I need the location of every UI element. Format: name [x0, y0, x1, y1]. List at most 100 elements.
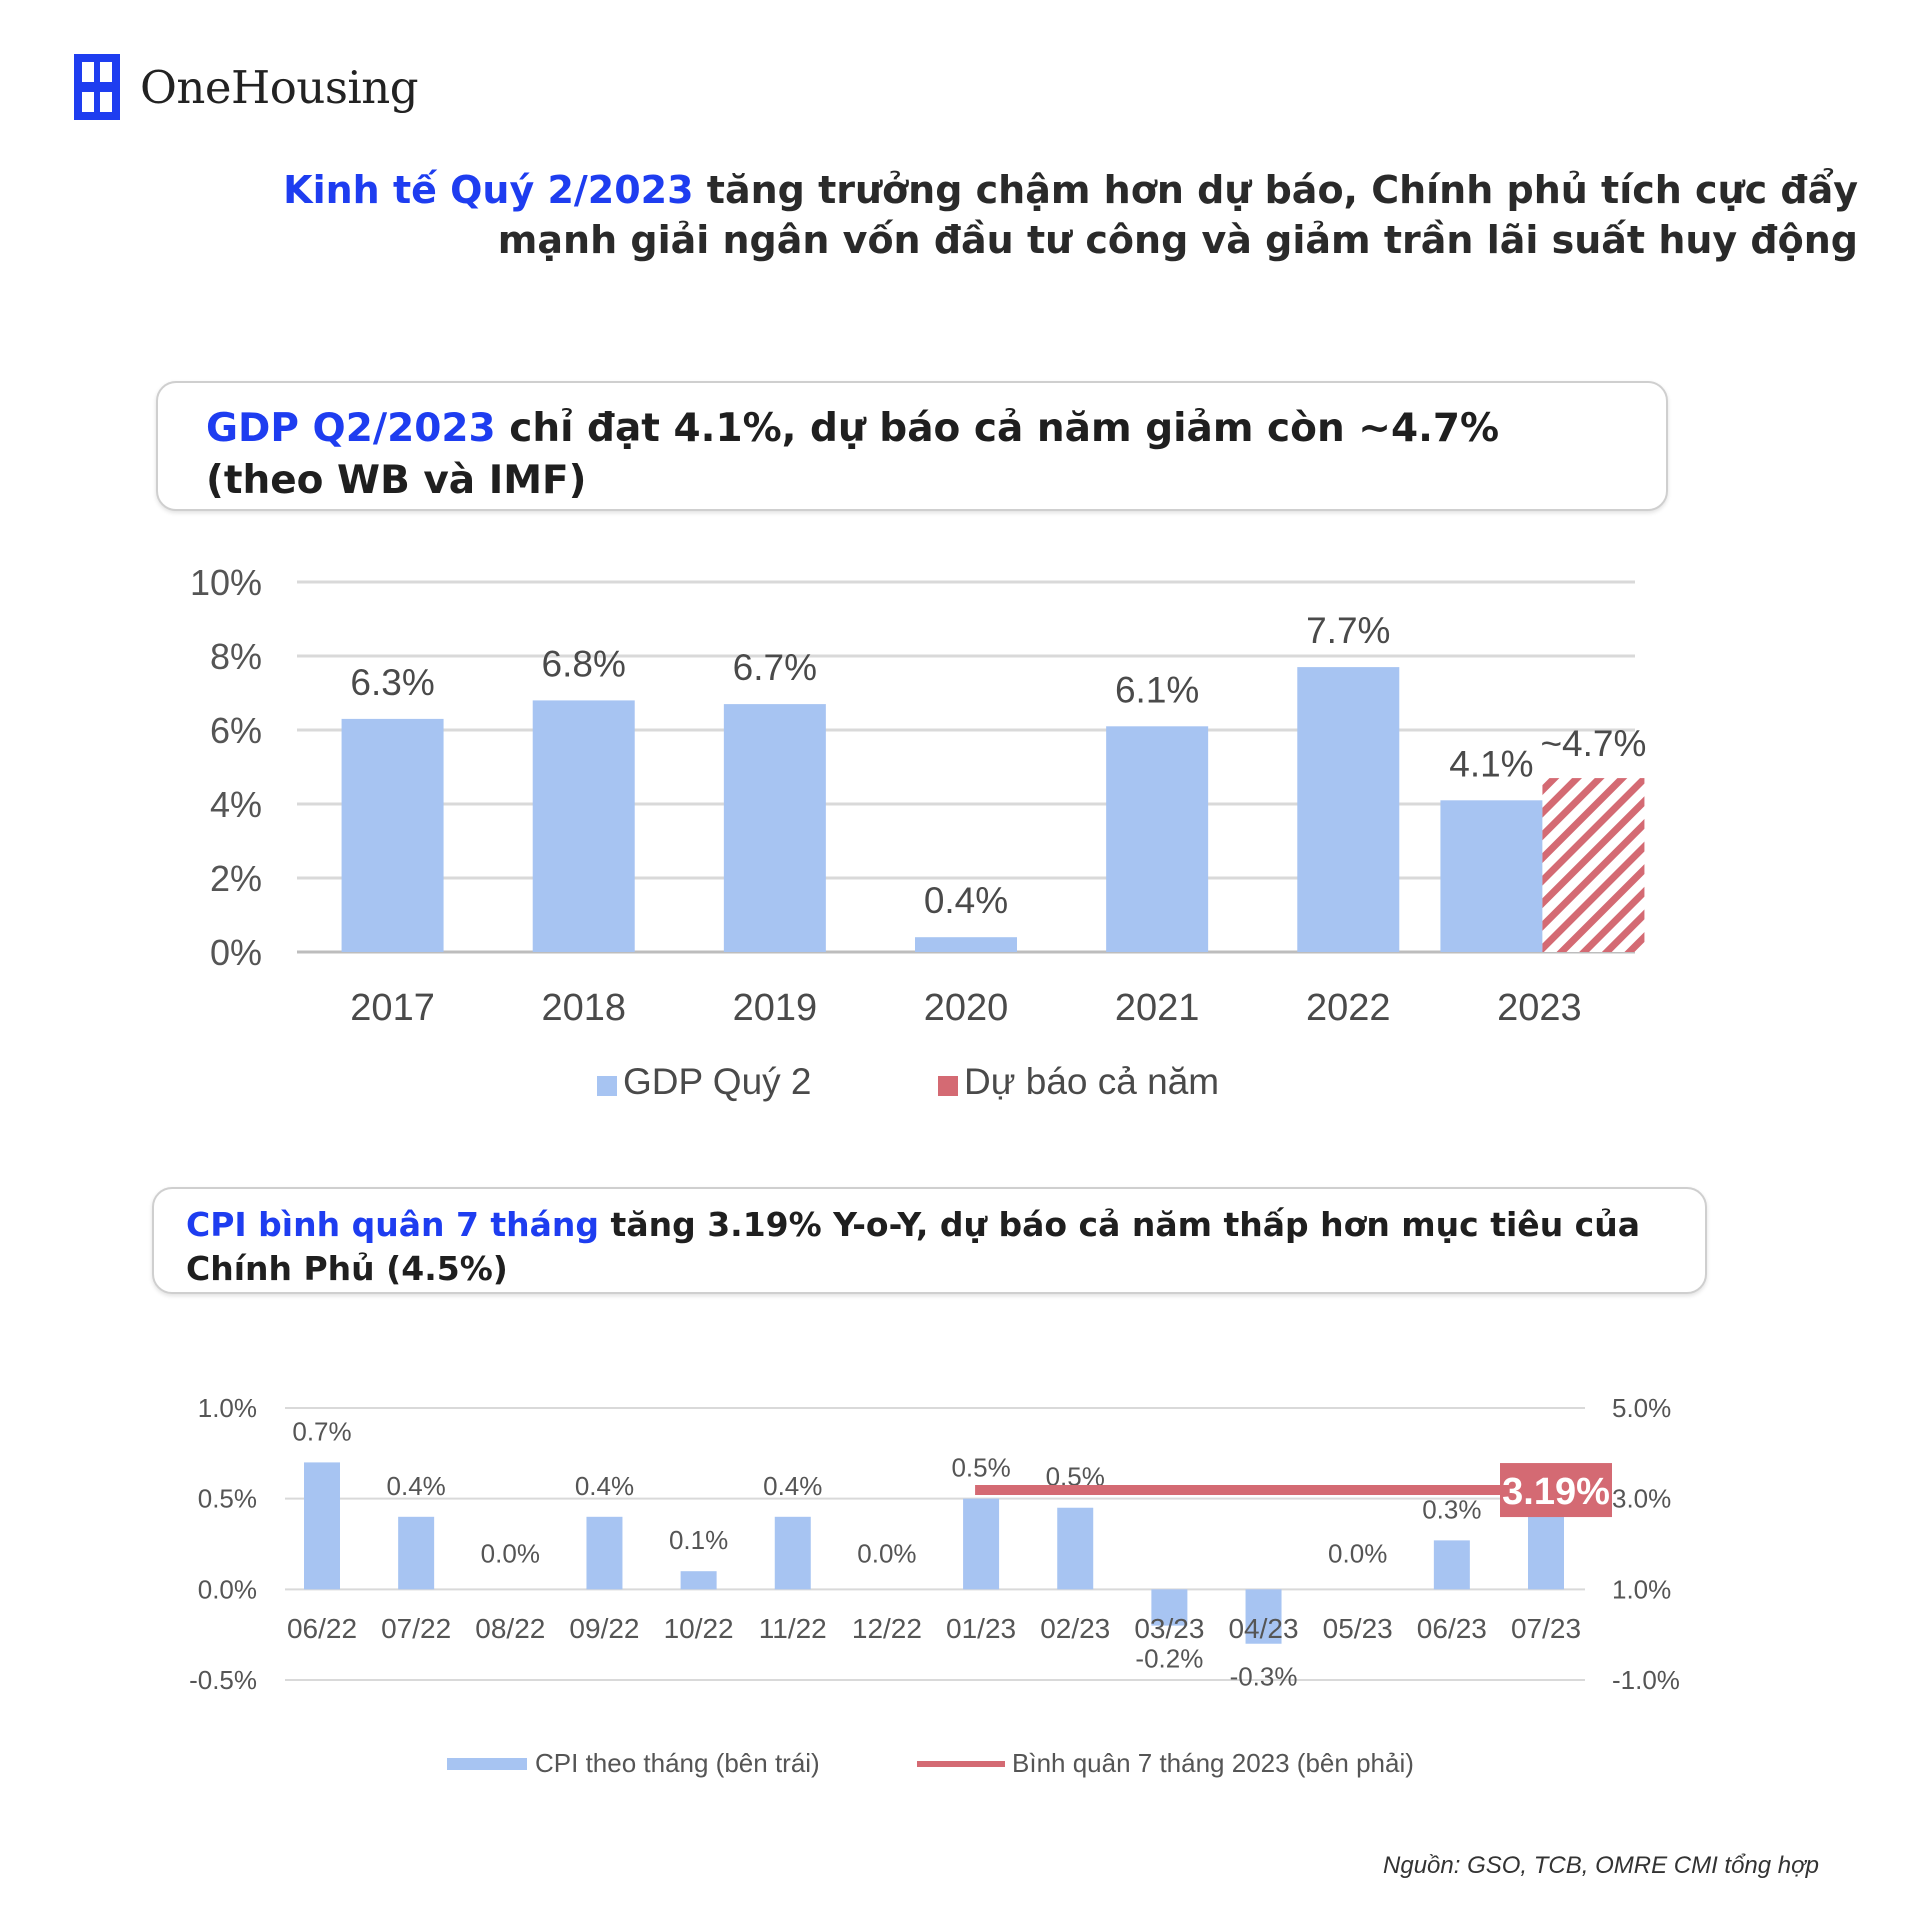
cpi-xtick-label: 06/22 — [287, 1613, 357, 1644]
cpi-title-highlight: CPI bình quân 7 tháng — [186, 1205, 600, 1244]
cpi-bar-label: 0.7% — [292, 1416, 351, 1446]
gdp-ytick-label: 0% — [210, 932, 262, 973]
gdp-xtick-label: 2022 — [1306, 987, 1391, 1029]
cpi-average-label: 3.19% — [1502, 1471, 1610, 1513]
page-headline: Kinh tế Quý 2/2023 tăng trưởng chậm hơn … — [218, 165, 1858, 265]
gdp-title-box: GDP Q2/2023 chỉ đạt 4.1%, dự báo cả năm … — [156, 381, 1668, 511]
cpi-bars — [304, 1462, 1564, 1644]
cpi-xtick-label: 07/23 — [1511, 1613, 1581, 1644]
gdp-bar — [1440, 800, 1543, 952]
cpi-bar-label: 0.4% — [575, 1471, 634, 1501]
gdp-legend-label-quarterly: GDP Quý 2 — [623, 1061, 812, 1102]
gdp-title-highlight: GDP Q2/2023 — [206, 406, 496, 451]
gdp-ytick-label: 2% — [210, 858, 262, 899]
cpi-text: -0.5% 0.0% 0.5% 1.0% -1.0% 1.0% 3.0% 5.0% 0.7% 06… — [189, 1393, 1680, 1695]
gdp-legend-label-forecast: Dự báo cả năm — [964, 1061, 1219, 1102]
cpi-xtick-label: 12/22 — [852, 1613, 922, 1644]
brand-logo: OneHousing — [72, 52, 419, 122]
cpi-bar-label: 0.1% — [669, 1525, 728, 1555]
gdp-xtick-label: 2017 — [350, 987, 435, 1029]
gdp-bar-label: 4.1% — [1449, 743, 1533, 784]
cpi-title-box: CPI bình quân 7 tháng tăng 3.19% Y-o-Y, … — [152, 1187, 1707, 1294]
cpi-bar — [1057, 1507, 1094, 1590]
gdp-bar — [1297, 667, 1400, 952]
gdp-bar — [1106, 726, 1209, 952]
cpi-bar — [774, 1516, 811, 1590]
cpi-xtick-label: 08/22 — [475, 1613, 545, 1644]
cpi-bar-label: 0.3% — [1422, 1494, 1481, 1524]
cpi-ytick-left-label: 1.0% — [198, 1393, 257, 1423]
cpi-bar-label: 0.4% — [387, 1471, 446, 1501]
gdp-xtick-label: 2023 — [1497, 987, 1582, 1029]
cpi-xtick-label: 04/23 — [1228, 1613, 1298, 1644]
gdp-ytick-label: 6% — [210, 710, 262, 751]
gdp-ytick-label: 4% — [210, 784, 262, 825]
cpi-title-text: tăng 3.19% Y-o-Y, dự báo cả năm thấp hơn… — [186, 1205, 1640, 1288]
cpi-xtick-label: 09/22 — [569, 1613, 639, 1644]
onehousing-logo-icon — [74, 54, 120, 120]
cpi-ytick-right-label: 1.0% — [1612, 1574, 1671, 1604]
cpi-ytick-left-label: 0.0% — [198, 1574, 257, 1604]
cpi-legend-label-average: Bình quân 7 tháng 2023 (bên phải) — [1012, 1748, 1414, 1778]
cpi-bar — [1245, 1589, 1282, 1644]
cpi-ytick-right-label: 5.0% — [1612, 1393, 1671, 1423]
cpi-bar — [680, 1571, 717, 1590]
gdp-xtick-label: 2021 — [1115, 987, 1200, 1029]
cpi-legend-swatch-monthly — [447, 1758, 527, 1770]
gdp-legend-swatch-forecast — [938, 1076, 958, 1096]
cpi-bar-label: 0.0% — [857, 1538, 916, 1568]
gdp-xtick-label: 2020 — [924, 987, 1009, 1029]
gdp-xtick-label: 2019 — [733, 987, 818, 1029]
gdp-xtick-label: 2018 — [541, 987, 626, 1029]
gdp-forecast-bar — [1542, 778, 1645, 952]
cpi-xtick-label: 10/22 — [664, 1613, 734, 1644]
gdp-bar — [915, 937, 1017, 952]
headline-highlight: Kinh tế Quý 2/2023 — [283, 168, 694, 212]
gdp-bar — [532, 700, 635, 952]
gdp-bar — [341, 718, 444, 952]
cpi-bar — [586, 1516, 623, 1590]
gdp-title-text: chỉ đạt 4.1%, dự báo cả năm giảm còn ~4.… — [206, 406, 1500, 503]
cpi-average-label-box — [1500, 1463, 1612, 1518]
gdp-bar-label: 6.8% — [542, 643, 626, 684]
cpi-grid — [285, 1407, 1585, 1681]
cpi-xtick-label: 11/22 — [759, 1613, 827, 1644]
gdp-chart: 0% 2% 4% 6% 8% 10% 6.3% 2017 6.8% 2018 6.7% 2019 0.4… — [190, 562, 1646, 1102]
gdp-bar-label: 6.3% — [350, 662, 434, 703]
gdp-bar-label: 6.1% — [1115, 669, 1199, 710]
brand-name: OneHousing — [140, 60, 419, 114]
cpi-bar — [304, 1462, 340, 1590]
cpi-bar-label: 0.0% — [1328, 1538, 1387, 1568]
gdp-bar-label: 0.4% — [924, 880, 1008, 921]
headline-text: tăng trưởng chậm hơn dự báo, Chính phủ t… — [497, 168, 1858, 262]
cpi-bar — [1433, 1540, 1470, 1590]
cpi-bar-label: 0.5% — [951, 1453, 1010, 1483]
cpi-ytick-right-label: -1.0% — [1612, 1665, 1680, 1695]
cpi-bar — [963, 1498, 1000, 1590]
cpi-bar-label: -0.2% — [1135, 1644, 1203, 1674]
gdp-bar — [723, 704, 826, 952]
cpi-bar — [1151, 1589, 1188, 1626]
cpi-xtick-label: 05/23 — [1323, 1613, 1393, 1644]
gdp-ytick-label: 8% — [210, 636, 262, 677]
cpi-xtick-label: 03/23 — [1134, 1613, 1204, 1644]
cpi-bar-label: 0.4% — [763, 1471, 822, 1501]
gdp-forecast-label: ~4.7% — [1540, 723, 1646, 764]
gdp-legend-swatch-quarterly — [597, 1076, 617, 1096]
cpi-bar — [1528, 1507, 1564, 1590]
gdp-ytick-label: 10% — [190, 562, 262, 603]
cpi-xtick-label: 07/22 — [381, 1613, 451, 1644]
gdp-bar-label: 7.7% — [1306, 610, 1390, 651]
cpi-chart: -0.5% 0.0% 0.5% 1.0% -1.0% 1.0% 3.0% 5.0% 0.7% 06… — [189, 1393, 1680, 1778]
cpi-xtick-label: 06/23 — [1417, 1613, 1487, 1644]
cpi-xtick-label: 01/23 — [946, 1613, 1016, 1644]
cpi-legend-label-monthly: CPI theo tháng (bên trái) — [535, 1748, 820, 1778]
source-note: Nguồn: GSO, TCB, OMRE CMI tổng hợp — [1383, 1852, 1819, 1879]
cpi-ytick-left-label: 0.5% — [198, 1484, 257, 1514]
cpi-ytick-right-label: 3.0% — [1612, 1484, 1671, 1514]
cpi-xtick-label: 02/23 — [1040, 1613, 1110, 1644]
cpi-ytick-left-label: -0.5% — [189, 1665, 257, 1695]
cpi-bar-label: 0.0% — [481, 1538, 540, 1568]
cpi-bar-label: -0.3% — [1230, 1662, 1298, 1692]
cpi-bar — [398, 1516, 435, 1590]
